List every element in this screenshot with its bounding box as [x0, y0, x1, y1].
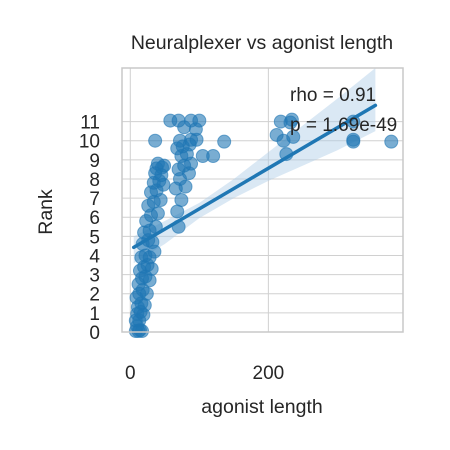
- y-tick-label: 2: [89, 285, 100, 306]
- data-point: [144, 261, 159, 276]
- x-tick-labels: 0 200: [125, 363, 284, 384]
- plot-frame: [121, 67, 404, 333]
- y-tick-label: 9: [89, 151, 100, 172]
- x-tick-label: 200: [253, 363, 285, 384]
- data-point: [174, 193, 189, 207]
- y-tick-label: 5: [89, 227, 100, 248]
- y-tick-label: 3: [89, 266, 100, 287]
- confidence-band: [133, 68, 376, 264]
- data-points: [128, 112, 399, 339]
- data-point: [286, 129, 301, 144]
- data-point: [139, 286, 154, 301]
- confidence-band-area: [133, 68, 376, 264]
- p-value-annotation: p = 1.69e-49: [290, 115, 397, 136]
- data-point: [284, 112, 299, 127]
- regression-line-group: [131, 103, 378, 250]
- x-tick-label: 0: [125, 363, 136, 384]
- y-tick-label: 6: [89, 208, 100, 229]
- y-tick-label: 4: [89, 246, 100, 267]
- data-point: [157, 158, 172, 173]
- y-tick-label: 7: [89, 189, 100, 210]
- chart-title: Neuralplexer vs agonist length: [131, 32, 393, 54]
- regression-line: [131, 103, 378, 250]
- y-tick-label: 1: [89, 304, 100, 325]
- data-point: [148, 133, 163, 148]
- y-tick-label: 10: [79, 132, 100, 153]
- rho-annotation: rho = 0.91: [290, 85, 376, 106]
- data-point: [346, 134, 361, 149]
- data-point: [177, 120, 192, 135]
- data-point: [217, 134, 232, 149]
- data-point: [206, 149, 221, 163]
- data-point: [188, 122, 203, 137]
- y-tick-label: 11: [80, 113, 100, 134]
- data-point: [384, 134, 399, 149]
- y-axis-label: Rank: [35, 189, 57, 235]
- y-tick-label: 0: [89, 323, 100, 344]
- x-axis-label: agonist length: [201, 396, 322, 418]
- y-tick-label: 8: [89, 170, 100, 191]
- data-point: [142, 273, 157, 288]
